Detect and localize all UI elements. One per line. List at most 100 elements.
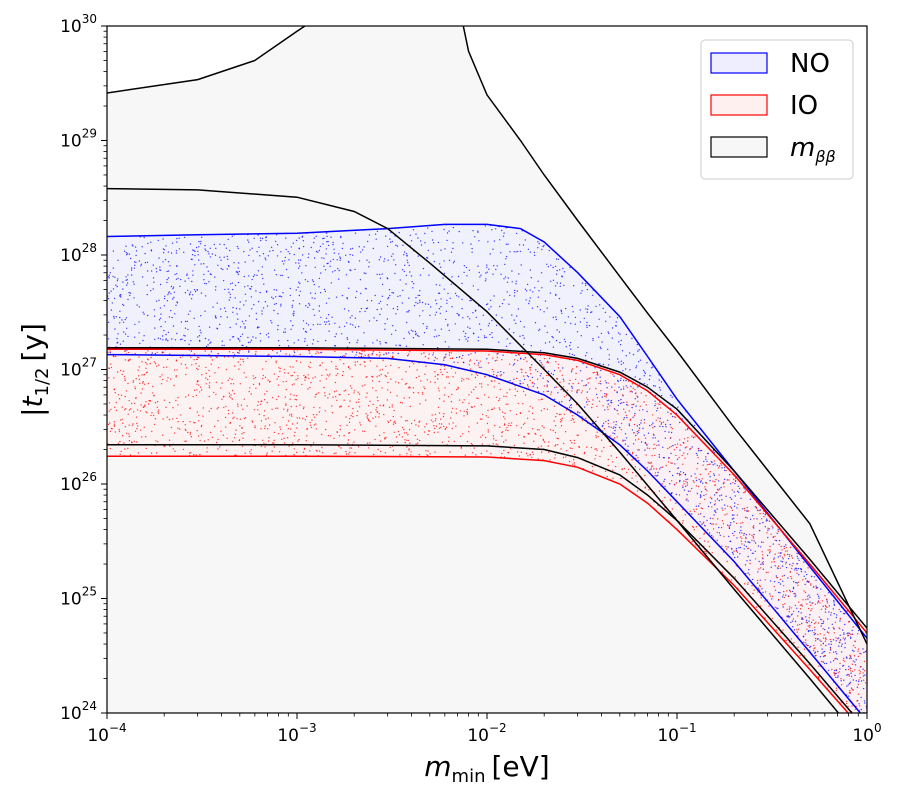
no-scatter-point <box>559 341 561 344</box>
no-scatter-point <box>170 252 173 254</box>
no-scatter-point <box>757 571 759 573</box>
io-scatter-point <box>299 404 301 406</box>
io-scatter-point <box>591 465 594 468</box>
no-scatter-point <box>540 362 542 364</box>
io-scatter-point <box>377 399 379 402</box>
io-scatter-point <box>599 380 601 382</box>
no-scatter-point <box>635 365 638 367</box>
no-scatter-point <box>793 629 796 631</box>
no-scatter-point <box>729 496 731 499</box>
io-scatter-point <box>110 363 112 365</box>
io-scatter-point <box>858 669 860 671</box>
io-scatter-point <box>712 536 714 538</box>
no-scatter-point <box>470 243 472 245</box>
io-scatter-point <box>680 473 682 476</box>
no-scatter-point <box>838 645 840 647</box>
io-scatter-point <box>305 376 307 379</box>
io-scatter-point <box>448 352 451 354</box>
io-scatter-point <box>192 395 194 398</box>
io-scatter-point <box>321 374 323 376</box>
no-scatter-point <box>513 319 515 321</box>
io-scatter-point <box>783 590 785 593</box>
io-scatter-point <box>571 447 573 450</box>
no-scatter-point <box>811 629 813 632</box>
io-scatter-point <box>513 359 516 361</box>
no-scatter-point <box>671 415 674 418</box>
io-scatter-point <box>383 413 385 416</box>
io-scatter-point <box>288 445 290 447</box>
no-scatter-point <box>550 280 552 282</box>
no-scatter-point <box>360 307 363 310</box>
no-scatter-point <box>136 304 138 306</box>
no-scatter-point <box>298 303 301 305</box>
no-scatter-point <box>586 308 589 310</box>
io-scatter-point <box>824 604 827 607</box>
io-scatter-point <box>815 654 817 657</box>
io-scatter-point <box>446 376 448 378</box>
no-scatter-point <box>424 303 427 305</box>
no-scatter-point <box>200 315 202 317</box>
no-scatter-point <box>656 475 658 477</box>
no-scatter-point <box>595 420 597 423</box>
io-scatter-point <box>470 391 473 393</box>
no-scatter-point <box>117 333 119 335</box>
no-scatter-point <box>628 352 631 354</box>
io-scatter-point <box>668 457 670 460</box>
no-scatter-point <box>113 297 116 300</box>
io-scatter-point <box>113 388 116 391</box>
no-scatter-point <box>719 495 721 497</box>
no-scatter-point <box>457 275 460 278</box>
no-scatter-point <box>140 265 142 267</box>
no-scatter-point <box>798 574 800 576</box>
io-scatter-point <box>723 486 725 488</box>
no-scatter-point <box>359 311 361 313</box>
no-scatter-point <box>737 485 739 487</box>
io-scatter-point <box>243 398 245 400</box>
io-scatter-point <box>802 579 804 581</box>
io-scatter-point <box>399 454 401 456</box>
io-scatter-point <box>364 354 366 356</box>
io-scatter-point <box>425 365 427 367</box>
no-scatter-point <box>451 306 453 308</box>
io-scatter-point <box>575 372 577 375</box>
io-scatter-point <box>232 417 234 420</box>
no-scatter-point <box>515 251 517 253</box>
no-scatter-point <box>175 252 178 254</box>
no-scatter-point <box>664 430 666 433</box>
no-scatter-point <box>817 602 819 604</box>
io-scatter-point <box>431 414 433 416</box>
io-scatter-point <box>141 361 143 363</box>
io-scatter-point <box>208 385 210 387</box>
io-scatter-point <box>253 439 256 441</box>
io-scatter-point <box>287 408 289 411</box>
io-scatter-point <box>220 430 222 432</box>
no-scatter-point <box>544 300 547 302</box>
io-scatter-point <box>378 413 380 415</box>
io-scatter-point <box>368 353 370 356</box>
io-scatter-point <box>225 405 227 408</box>
no-scatter-point <box>754 542 757 544</box>
no-scatter-point <box>751 552 754 554</box>
no-scatter-point <box>445 310 448 312</box>
no-scatter-point <box>624 439 626 442</box>
no-scatter-point <box>466 275 468 277</box>
io-scatter-point <box>700 507 702 509</box>
no-scatter-point <box>134 246 137 248</box>
no-scatter-point <box>293 312 295 314</box>
no-scatter-point <box>108 277 110 279</box>
no-scatter-point <box>158 319 161 321</box>
io-scatter-point <box>774 535 776 538</box>
io-scatter-point <box>299 353 301 356</box>
io-scatter-point <box>714 484 716 486</box>
io-scatter-point <box>339 428 341 431</box>
legend: NO IO mββ <box>700 39 854 180</box>
io-scatter-point <box>523 442 525 444</box>
no-scatter-point <box>700 449 703 452</box>
io-scatter-point <box>674 416 677 418</box>
no-scatter-point <box>166 281 168 284</box>
no-scatter-point <box>790 614 793 616</box>
no-scatter-point <box>728 535 730 538</box>
io-scatter-point <box>566 389 569 392</box>
no-scatter-point <box>199 329 201 331</box>
no-scatter-point <box>623 401 625 404</box>
